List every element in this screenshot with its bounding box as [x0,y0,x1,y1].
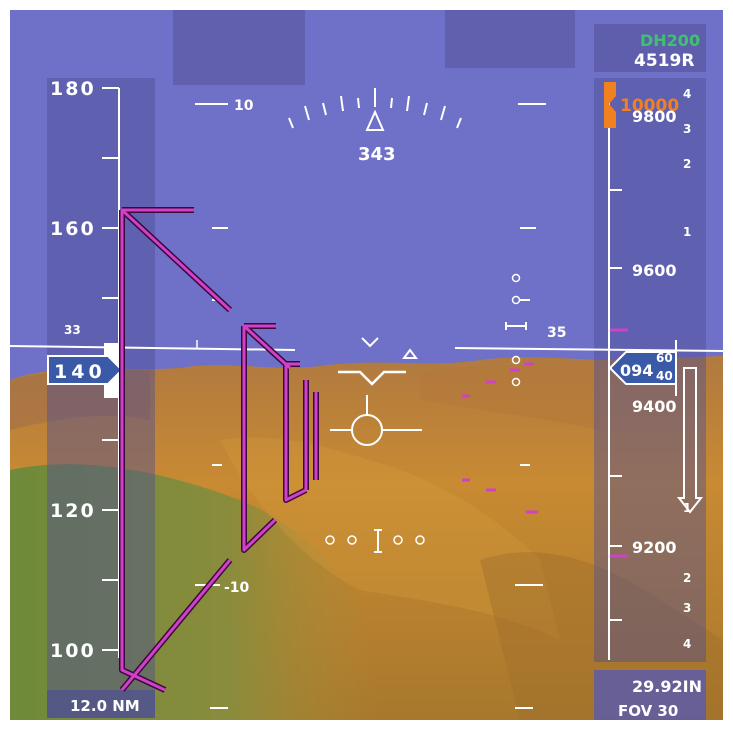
distance-readout: 12.0 NM [70,697,140,715]
horizon-heading-left: 33 [64,323,81,337]
altitude-bug-value: 10000 [620,96,679,116]
top-right-panel [445,10,575,68]
vertical-speed-arrow-icon [676,367,704,514]
altitude-label-9200: 9200 [632,538,677,557]
lateral-deviation-scale [325,529,425,553]
aircraft-symbology [325,273,527,553]
speed-label-100: 100 [50,640,96,662]
current-speed-value: 140 [54,361,106,383]
altitude-bug-icon [604,82,616,128]
aircraft-reference-icon [338,370,406,386]
rolling-digit-40: 40 [656,369,673,383]
field-of-view: FOV 30 [618,702,678,720]
speed-label-180: 180 [50,78,96,100]
pitch-ladder: 10 -10 [195,98,546,709]
flight-director-icon [402,348,418,359]
current-altitude-box [608,340,677,396]
vsi-tick-up-3: 3 [683,122,691,136]
decision-height: DH200 [640,31,700,50]
current-altitude-hundreds: 094 [620,361,653,380]
altitude-tape: DH200 4519R 10000 9800 9600 9400 9200 4 … [594,24,706,720]
radio-altitude: 4519R [634,51,694,71]
pitch-label-up: 10 [234,98,254,114]
speed-label-120: 120 [50,500,96,522]
heading-value: 343 [358,144,396,165]
vsi-tick-up-1: 1 [683,225,691,239]
tunnel-gate-1 [120,208,232,692]
speed-tape: 180 160 120 100 140 12.0 NM [47,78,155,718]
heading-scale: 343 [288,88,462,165]
vsi-tick-up-4: 4 [683,87,691,101]
vsi-tick-down-4: 4 [683,637,691,651]
pitch-label-down: -10 [224,580,250,596]
highway-in-the-sky [119,207,628,693]
vsi-tick-up-2: 2 [683,157,691,171]
tunnel-floor-line [120,559,232,691]
tunnel-gate-4 [304,380,318,490]
altitude-label-9800: 9800 [632,107,677,126]
altitude-label-9400: 9400 [632,397,677,416]
vsi-tick-down-2: 2 [683,571,691,585]
baro-setting: 29.92IN [632,677,702,696]
vsi-tick-down-3: 3 [683,601,691,615]
vertical-deviation-scale [505,273,527,387]
altitude-label-9600: 9600 [632,261,677,280]
rolling-digit-60: 60 [656,351,673,365]
speed-label-160: 160 [50,218,96,240]
tunnel-gate-3 [284,362,307,502]
synthetic-terrain [10,356,723,720]
tunnel-gate-2 [242,324,292,552]
dh-box [594,24,706,72]
horizon-heading-right: 35 [547,325,566,341]
horizon-line: 33 35 [9,323,724,352]
heading-pointer-icon [365,109,385,131]
current-speed-box [47,355,124,385]
top-left-panel [173,10,305,85]
tunnel-right-marks [462,328,628,558]
acceleration-caret-icon [361,337,379,348]
